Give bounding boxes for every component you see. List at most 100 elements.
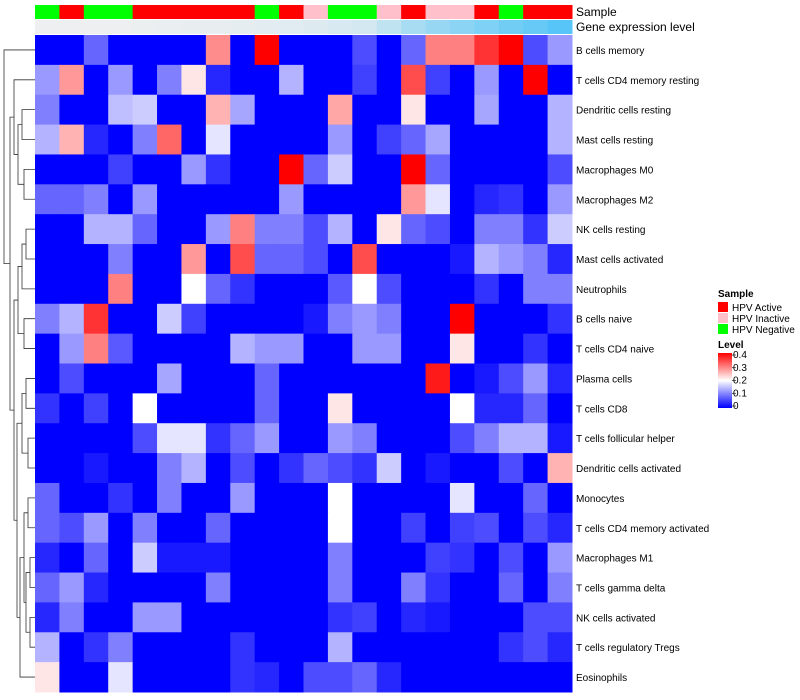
heatmap-cell <box>254 662 280 693</box>
heatmap-cell <box>181 333 207 364</box>
heatmap-cell <box>205 244 231 275</box>
heatmap-cell <box>279 333 304 364</box>
heatmap-cell <box>132 273 158 305</box>
heatmap-cell <box>83 512 109 544</box>
heatmap-cell <box>425 124 451 155</box>
heatmap-cell <box>474 482 500 514</box>
heatmap-cell <box>474 512 500 544</box>
heatmap-cell <box>547 542 573 574</box>
heatmap-cell <box>132 244 158 275</box>
heatmap-cell <box>83 662 109 693</box>
heatmap-cell <box>230 602 256 633</box>
heatmap-cell <box>230 453 256 484</box>
expression-annotation-cell <box>303 20 329 34</box>
heatmap-cell <box>279 363 304 394</box>
heatmap-cell <box>498 662 524 693</box>
heatmap-cell <box>327 572 353 603</box>
heatmap-cell <box>449 542 475 574</box>
heatmap-cell <box>254 154 280 185</box>
heatmap-cell <box>523 94 549 126</box>
heatmap-cell <box>376 363 402 394</box>
heatmap-cell <box>498 35 524 66</box>
dendrogram-branch <box>21 392 28 454</box>
heatmap-cell <box>401 64 427 96</box>
heatmap-cell <box>352 542 378 574</box>
heatmap-cell <box>35 363 60 394</box>
heatmap-cell <box>547 124 573 155</box>
heatmap-cell <box>327 333 353 364</box>
heatmap-cell <box>254 64 280 96</box>
heatmap-cell <box>425 214 451 245</box>
heatmap-cell <box>254 602 280 633</box>
heatmap-cell <box>352 273 378 305</box>
heatmap-cell <box>449 184 475 215</box>
heatmap-cell <box>35 482 60 514</box>
heatmap-cell <box>474 572 500 603</box>
row-label: T cells CD4 naive <box>576 345 655 356</box>
heatmap-cell <box>59 572 85 603</box>
heatmap-cell <box>254 124 280 155</box>
heatmap-cell <box>498 572 524 603</box>
heatmap-cell <box>83 303 109 335</box>
heatmap-cell <box>205 303 231 335</box>
heatmap-cell <box>327 482 353 514</box>
heatmap-cell <box>303 64 329 96</box>
heatmap-cell <box>352 64 378 96</box>
row-label: Eosinophils <box>576 673 627 684</box>
heatmap-cell <box>205 572 231 603</box>
heatmap-cell <box>108 393 134 424</box>
heatmap-cell <box>449 363 475 394</box>
heatmap-cell <box>474 542 500 574</box>
expression-annotation-cell <box>205 20 231 34</box>
heatmap-cell <box>108 602 134 633</box>
heatmap-cell <box>474 35 500 66</box>
heatmap-cell <box>449 512 475 544</box>
heatmap-cell <box>303 333 329 364</box>
heatmap-cell <box>132 124 158 155</box>
heatmap-cell <box>376 453 402 484</box>
heatmap-cell <box>35 453 60 484</box>
heatmap-cell <box>498 64 524 96</box>
heatmap-cell <box>83 482 109 514</box>
heatmap-cell <box>523 184 549 215</box>
heatmap-cell <box>157 572 182 603</box>
heatmap-cell <box>230 244 256 275</box>
dendrogram-branch <box>25 228 35 260</box>
heatmap-cell <box>401 184 427 215</box>
heatmap-cell <box>230 94 256 126</box>
dendrogram-branch <box>9 116 14 411</box>
heatmap-cell <box>401 542 427 574</box>
heatmap-cell <box>449 94 475 126</box>
heatmap-cell <box>401 572 427 603</box>
sample-annotation-cell <box>35 5 60 19</box>
heatmap-cell <box>376 333 402 364</box>
heatmap-cell <box>132 393 158 424</box>
heatmap-cell <box>279 602 304 633</box>
dendrogram-branch <box>17 266 24 335</box>
heatmap-cell <box>108 64 134 96</box>
heatmap-cell <box>35 662 60 693</box>
heatmap-cell <box>547 64 573 96</box>
heatmap-cell <box>157 423 182 454</box>
heatmap-cell <box>181 512 207 544</box>
heatmap-cell <box>474 333 500 364</box>
heatmap-cell <box>498 453 524 484</box>
heatmap-cell <box>59 154 85 185</box>
heatmap-cell <box>279 512 304 544</box>
heatmap-cell <box>498 124 524 155</box>
heatmap-cell <box>205 363 231 394</box>
heatmap-cell <box>376 64 402 96</box>
expression-annotation-cell <box>35 20 60 34</box>
heatmap-cell <box>474 214 500 245</box>
heatmap-cell <box>59 35 85 66</box>
sample-annotation-cell <box>108 5 134 19</box>
heatmap-cell <box>449 303 475 335</box>
heatmap-cell <box>279 244 304 275</box>
expression-annotation-cell <box>425 20 451 34</box>
heatmap-cell <box>205 35 231 66</box>
heatmap-cell <box>449 572 475 603</box>
heatmap-cell <box>376 124 402 155</box>
level-ticks: 0.4 0.3 0.20.1 0 <box>732 350 747 412</box>
heatmap-cell <box>425 64 451 96</box>
heatmap-cell <box>108 632 134 663</box>
